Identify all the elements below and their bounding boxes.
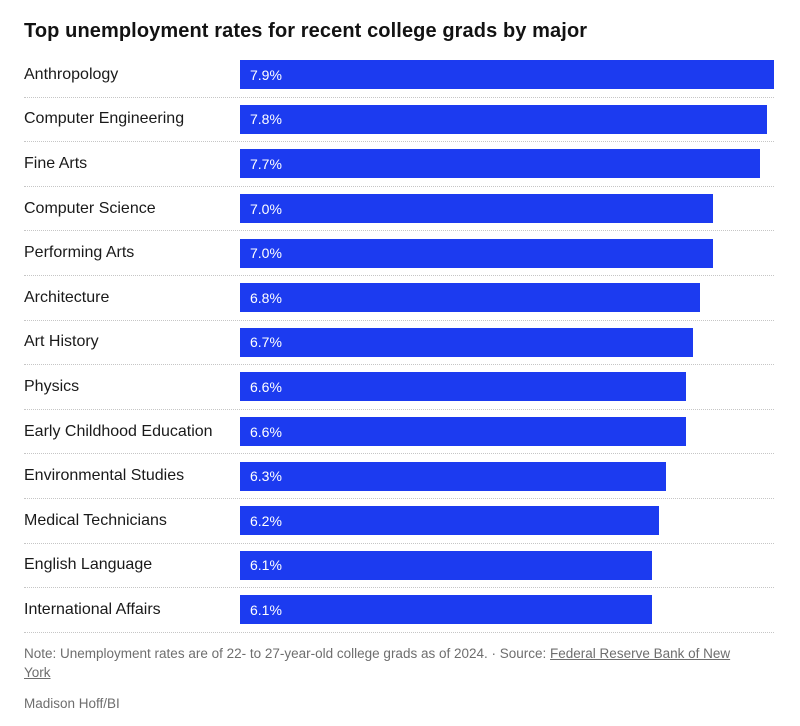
value-label: 7.9%: [250, 66, 282, 83]
value-label: 6.1%: [250, 557, 282, 574]
bar-area: 6.6%: [240, 417, 774, 447]
value-label: 6.6%: [250, 423, 282, 440]
category-label: Performing Arts: [24, 244, 135, 262]
category-label: English Language: [24, 556, 153, 574]
bar-area: 6.6%: [240, 372, 774, 402]
bar-area: 6.1%: [240, 550, 774, 580]
bar: 6.3%: [240, 461, 666, 491]
value-label: 7.0%: [250, 200, 282, 217]
bar: 6.6%: [240, 417, 687, 447]
chart-row: Architecture 6.8%: [24, 276, 774, 321]
bar: 7.0%: [240, 238, 714, 268]
bar-area: 7.9%: [240, 60, 774, 90]
chart-row: Anthropology 7.9%: [24, 53, 774, 98]
bar-area: 6.7%: [240, 327, 774, 357]
category-label: International Affairs: [24, 600, 161, 618]
category-label: Physics: [24, 377, 80, 395]
bar-area: 6.8%: [240, 283, 774, 313]
value-label: 6.8%: [250, 289, 282, 306]
chart-row: English Language 6.1%: [24, 544, 774, 589]
bar-area: 7.0%: [240, 194, 774, 224]
chart-row: International Affairs 6.1%: [24, 588, 774, 633]
bar-area: 7.7%: [240, 149, 774, 179]
bar: 6.1%: [240, 550, 653, 580]
bar: 7.7%: [240, 149, 761, 179]
chart-title: Top unemployment rates for recent colleg…: [24, 20, 588, 42]
chart-row: Performing Arts 7.0%: [24, 231, 774, 276]
bar-area: 6.2%: [240, 506, 774, 536]
category-label: Computer Engineering: [24, 110, 185, 128]
category-label: Environmental Studies: [24, 467, 185, 485]
category-label: Fine Arts: [24, 154, 88, 172]
chart-row: Environmental Studies 6.3%: [24, 454, 774, 499]
chart-row: Computer Engineering 7.8%: [24, 98, 774, 143]
source-link[interactable]: Federal Reserve Bank of New York: [24, 645, 731, 681]
source-note: Note: Unemployment rates are of 22- to 2…: [24, 644, 740, 683]
value-label: 6.7%: [250, 334, 282, 351]
category-label: Computer Science: [24, 199, 156, 217]
chart-row: Early Childhood Education 6.6%: [24, 410, 774, 455]
bar-area: 7.0%: [240, 238, 774, 268]
bar: 6.8%: [240, 283, 700, 313]
bar-area: 6.3%: [240, 461, 774, 491]
bar: 7.0%: [240, 194, 714, 224]
chart-row: Physics 6.6%: [24, 365, 774, 410]
value-label: 6.2%: [250, 512, 282, 529]
category-label: Architecture: [24, 288, 110, 306]
chart-row: Art History 6.7%: [24, 321, 774, 366]
chart-rows: Anthropology 7.9% Computer Engineering 7…: [24, 53, 774, 633]
value-label: 6.3%: [250, 468, 282, 485]
value-label: 6.1%: [250, 601, 282, 618]
value-label: 6.6%: [250, 378, 282, 395]
chart-row: Computer Science 7.0%: [24, 187, 774, 232]
bar: 6.1%: [240, 595, 653, 625]
bar: 6.2%: [240, 506, 660, 536]
value-label: 7.0%: [250, 245, 282, 262]
chart-row: Fine Arts 7.7%: [24, 142, 774, 187]
chart-row: Medical Technicians 6.2%: [24, 499, 774, 544]
bar-area: 7.8%: [240, 104, 774, 134]
value-label: 7.8%: [250, 111, 282, 128]
bar: 7.8%: [240, 104, 768, 134]
bar-area: 6.1%: [240, 595, 774, 625]
category-label: Medical Technicians: [24, 511, 167, 529]
category-label: Early Childhood Education: [24, 422, 213, 440]
value-label: 7.7%: [250, 155, 282, 172]
bar: 6.7%: [240, 327, 693, 357]
bar: 6.6%: [240, 372, 687, 402]
author-credit: Madison Hoff/BI: [24, 695, 120, 711]
category-label: Anthropology: [24, 65, 119, 83]
note-text: Note: Unemployment rates are of 22- to 2…: [24, 645, 551, 661]
bar: 7.9%: [240, 60, 774, 90]
category-label: Art History: [24, 333, 99, 351]
